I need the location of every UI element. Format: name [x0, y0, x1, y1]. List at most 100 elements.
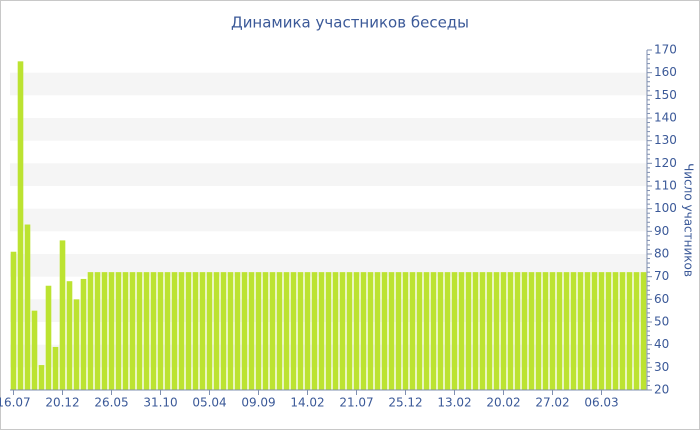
- bar: [318, 272, 325, 390]
- grid-stripe: [10, 208, 647, 232]
- y-tick-label: 160: [654, 65, 677, 79]
- y-tick-label: 50: [654, 315, 669, 329]
- bar: [444, 272, 451, 390]
- bar: [101, 272, 108, 390]
- bar: [115, 272, 122, 390]
- bar: [549, 272, 556, 390]
- x-tick-label: 09.09: [241, 396, 275, 410]
- y-tick-label: 150: [654, 88, 677, 102]
- bar: [626, 272, 633, 390]
- bar: [577, 272, 584, 390]
- y-tick-label: 140: [654, 111, 677, 125]
- x-tick-label: 25.12: [388, 396, 422, 410]
- bar: [206, 272, 213, 390]
- x-tick-label: 27.02: [535, 396, 569, 410]
- bar: [94, 272, 101, 390]
- bar: [262, 272, 269, 390]
- bar: [633, 272, 640, 390]
- bar: [45, 285, 52, 390]
- bar: [570, 272, 577, 390]
- bar: [381, 272, 388, 390]
- bar: [290, 272, 297, 390]
- bar: [227, 272, 234, 390]
- bar: [563, 272, 570, 390]
- grid-stripe: [10, 72, 647, 96]
- grid-stripe: [10, 118, 647, 141]
- x-tick-label: 13.02: [437, 396, 471, 410]
- x-tick-label: 20.12: [45, 396, 79, 410]
- y-tick-label: 40: [654, 337, 669, 351]
- bar: [192, 272, 199, 390]
- bar: [465, 272, 472, 390]
- bar: [87, 272, 94, 390]
- grid-stripe: [10, 163, 647, 186]
- bar: [73, 299, 80, 390]
- bar: [255, 272, 262, 390]
- y-tick-label: 60: [654, 292, 669, 306]
- bar: [248, 272, 255, 390]
- bar: [374, 272, 381, 390]
- bar: [80, 278, 87, 390]
- bar: [514, 272, 521, 390]
- bar: [493, 272, 500, 390]
- bar: [353, 272, 360, 390]
- y-tick-label: 20: [654, 383, 669, 397]
- x-tick-label: 20.02: [486, 396, 520, 410]
- bar: [535, 272, 542, 390]
- bar: [24, 224, 31, 390]
- bar: [528, 272, 535, 390]
- grid-stripe: [10, 254, 647, 277]
- bar: [185, 272, 192, 390]
- y-tick-label: 70: [654, 269, 669, 283]
- bar: [409, 272, 416, 390]
- bar: [129, 272, 136, 390]
- bar: [283, 272, 290, 390]
- bar: [619, 272, 626, 390]
- bar: [178, 272, 185, 390]
- bar: [52, 346, 59, 390]
- y-axis-label: Число участников: [682, 163, 696, 277]
- bar: [479, 272, 486, 390]
- y-tick-label: 100: [654, 201, 677, 215]
- bar: [164, 272, 171, 390]
- bar: [486, 272, 493, 390]
- x-tick-label: 31.10: [143, 396, 177, 410]
- bar: [402, 272, 409, 390]
- y-tick-label: 80: [654, 247, 669, 261]
- bar: [584, 272, 591, 390]
- x-tick-label: 26.05: [94, 396, 128, 410]
- bar: [507, 272, 514, 390]
- y-tick-label: 90: [654, 224, 669, 238]
- x-tick-label: 06.03: [584, 396, 618, 410]
- bar: [269, 272, 276, 390]
- y-tick-label: 170: [654, 43, 677, 57]
- bar: [367, 272, 374, 390]
- bar: [451, 272, 458, 390]
- bar: [640, 272, 647, 390]
- bar: [59, 240, 66, 390]
- x-tick-label: 21.07: [339, 396, 373, 410]
- y-tick-label: 120: [654, 156, 677, 170]
- bar: [416, 272, 423, 390]
- x-tick-label: 14.02: [290, 396, 324, 410]
- bar: [612, 272, 619, 390]
- bar: [472, 272, 479, 390]
- bar: [276, 272, 283, 390]
- bar: [220, 272, 227, 390]
- bar: [311, 272, 318, 390]
- bar: [234, 272, 241, 390]
- y-tick-label: 110: [654, 179, 677, 193]
- bar: [556, 272, 563, 390]
- y-tick-label: 30: [654, 360, 669, 374]
- bar: [325, 272, 332, 390]
- bar: [458, 272, 465, 390]
- y-tick-label: 130: [654, 133, 677, 147]
- bar: [213, 272, 220, 390]
- bar: [38, 365, 45, 390]
- bar: [31, 310, 38, 390]
- bar: [423, 272, 430, 390]
- bar: [332, 272, 339, 390]
- bar: [199, 272, 206, 390]
- bar: [500, 272, 507, 390]
